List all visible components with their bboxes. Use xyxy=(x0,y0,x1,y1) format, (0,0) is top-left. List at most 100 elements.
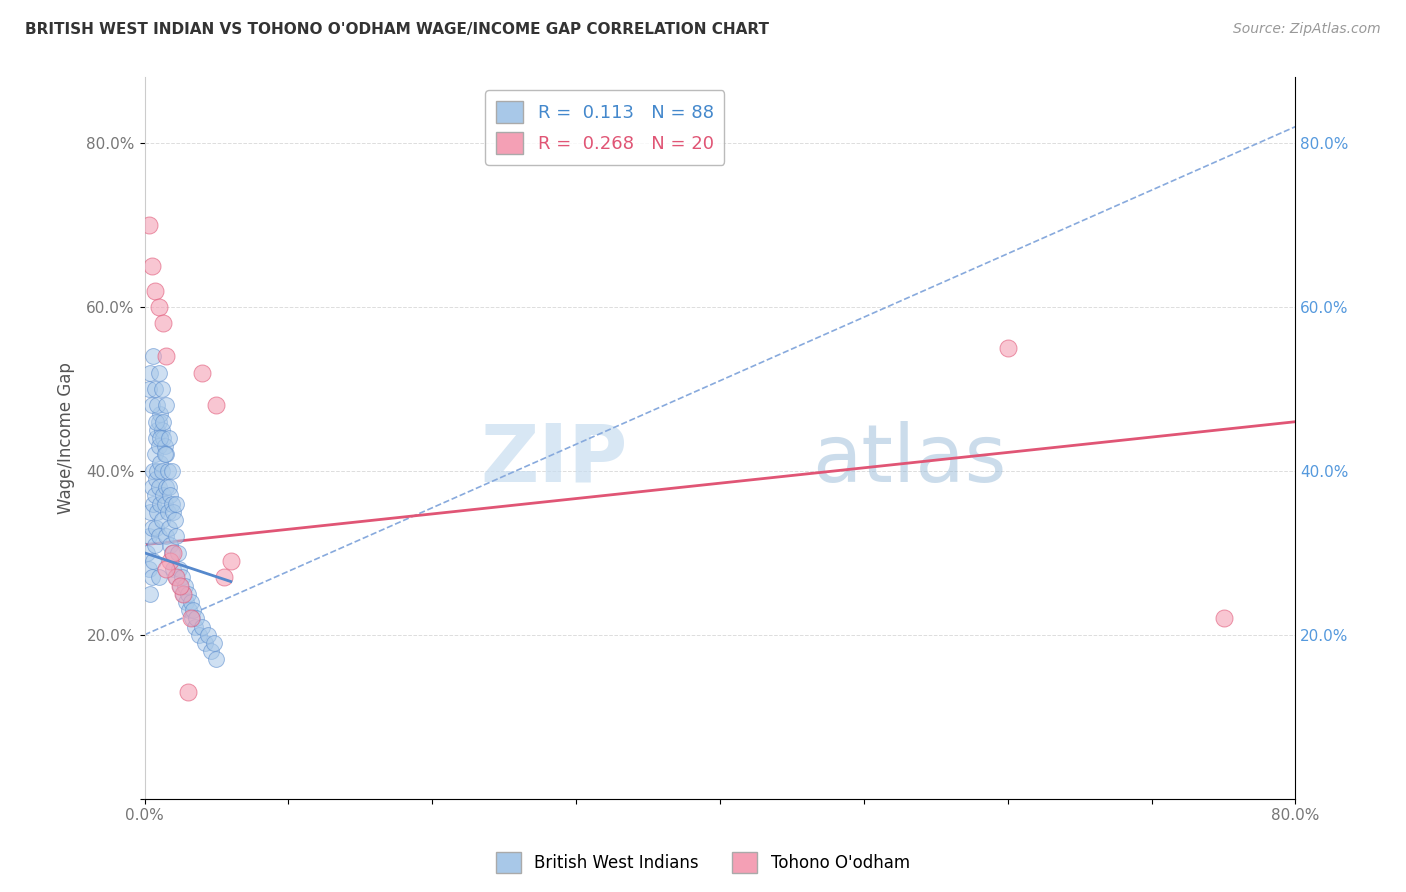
Point xyxy=(165,529,187,543)
Point xyxy=(997,341,1019,355)
Point xyxy=(155,398,177,412)
Point xyxy=(152,415,174,429)
Point xyxy=(194,636,217,650)
Legend: British West Indians, Tohono O'odham: British West Indians, Tohono O'odham xyxy=(489,846,917,880)
Point xyxy=(143,488,166,502)
Point xyxy=(149,431,172,445)
Point xyxy=(138,218,160,232)
Point xyxy=(181,611,204,625)
Point xyxy=(152,316,174,330)
Point xyxy=(162,546,184,560)
Point xyxy=(159,538,181,552)
Point xyxy=(155,480,177,494)
Point xyxy=(146,505,169,519)
Point xyxy=(145,431,167,445)
Point xyxy=(172,587,194,601)
Point xyxy=(169,579,191,593)
Point xyxy=(155,349,177,363)
Point xyxy=(162,505,184,519)
Point xyxy=(150,382,173,396)
Point xyxy=(172,587,194,601)
Point xyxy=(139,587,162,601)
Point xyxy=(155,529,177,543)
Point xyxy=(141,521,163,535)
Point xyxy=(148,300,170,314)
Point xyxy=(162,562,184,576)
Point xyxy=(143,538,166,552)
Text: atlas: atlas xyxy=(813,421,1007,499)
Point xyxy=(136,546,159,560)
Point xyxy=(150,423,173,437)
Point xyxy=(148,529,170,543)
Point xyxy=(180,595,202,609)
Point xyxy=(176,587,198,601)
Point xyxy=(188,628,211,642)
Point xyxy=(145,472,167,486)
Point xyxy=(142,464,165,478)
Point xyxy=(152,488,174,502)
Text: ZIP: ZIP xyxy=(481,421,628,499)
Point xyxy=(148,366,170,380)
Point xyxy=(138,382,160,396)
Point xyxy=(155,562,177,576)
Point xyxy=(139,366,162,380)
Point xyxy=(150,464,173,478)
Point xyxy=(149,497,172,511)
Point xyxy=(179,603,201,617)
Point xyxy=(149,456,172,470)
Point xyxy=(153,439,176,453)
Point xyxy=(142,554,165,568)
Point xyxy=(166,546,188,560)
Point xyxy=(152,431,174,445)
Point xyxy=(184,619,207,633)
Point xyxy=(150,513,173,527)
Point xyxy=(145,415,167,429)
Point xyxy=(148,439,170,453)
Point xyxy=(167,562,190,576)
Point xyxy=(142,497,165,511)
Point xyxy=(148,415,170,429)
Point xyxy=(163,513,186,527)
Point xyxy=(153,497,176,511)
Point xyxy=(173,579,195,593)
Point xyxy=(200,644,222,658)
Point xyxy=(146,464,169,478)
Point xyxy=(148,570,170,584)
Point xyxy=(141,570,163,584)
Point xyxy=(191,366,214,380)
Point xyxy=(138,529,160,543)
Point xyxy=(146,423,169,437)
Point xyxy=(160,546,183,560)
Point xyxy=(219,554,242,568)
Point xyxy=(174,595,197,609)
Point xyxy=(183,603,205,617)
Point xyxy=(156,505,179,519)
Point xyxy=(141,480,163,494)
Y-axis label: Wage/Income Gap: Wage/Income Gap xyxy=(58,362,75,514)
Point xyxy=(148,480,170,494)
Point xyxy=(205,652,228,666)
Point xyxy=(205,398,228,412)
Text: BRITISH WEST INDIAN VS TOHONO O'ODHAM WAGE/INCOME GAP CORRELATION CHART: BRITISH WEST INDIAN VS TOHONO O'ODHAM WA… xyxy=(25,22,769,37)
Point xyxy=(138,562,160,576)
Point xyxy=(143,448,166,462)
Point xyxy=(159,488,181,502)
Point xyxy=(159,554,181,568)
Point xyxy=(145,521,167,535)
Point xyxy=(202,636,225,650)
Point xyxy=(197,628,219,642)
Point xyxy=(170,570,193,584)
Point xyxy=(157,431,180,445)
Point xyxy=(165,570,187,584)
Point xyxy=(165,570,187,584)
Point xyxy=(180,611,202,625)
Point xyxy=(146,398,169,412)
Point xyxy=(160,497,183,511)
Point xyxy=(143,382,166,396)
Point xyxy=(141,398,163,412)
Point xyxy=(141,259,163,273)
Point xyxy=(176,685,198,699)
Point xyxy=(157,521,180,535)
Point xyxy=(156,464,179,478)
Point xyxy=(157,480,180,494)
